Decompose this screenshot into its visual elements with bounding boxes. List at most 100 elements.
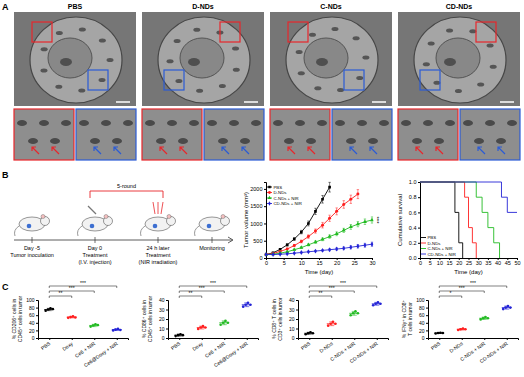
series-line	[266, 194, 358, 254]
zoom-image	[204, 109, 264, 160]
axis-line	[299, 339, 389, 341]
tick: 10	[437, 258, 443, 266]
scale-bar	[500, 101, 514, 103]
tick: PBS	[430, 338, 442, 351]
tick-label: 0	[32, 335, 35, 341]
tick-label: 0.2	[409, 240, 417, 246]
tick-mark	[484, 338, 485, 340]
tick-mark	[426, 315, 428, 316]
mitochondrion	[474, 138, 484, 144]
mouse	[78, 215, 113, 244]
error-bar	[335, 208, 337, 215]
tick-label: 2000	[250, 186, 262, 192]
bracket-label: 5-round	[117, 183, 136, 189]
zoom-image	[76, 109, 136, 160]
organelle	[174, 39, 181, 43]
tick: 35	[485, 258, 491, 266]
axis-title: % CD206⁺ cells inCD45⁺ cells in tumor	[11, 296, 23, 343]
mean-line	[67, 317, 77, 318]
tick-mark	[36, 315, 38, 316]
error-bar	[92, 324, 97, 326]
arrow	[242, 147, 249, 154]
tick: Ce6@Doxy + NIR	[213, 338, 249, 368]
zoom-image	[398, 109, 458, 160]
organelle	[99, 78, 106, 82]
error-bar	[314, 229, 316, 233]
arrow	[350, 147, 357, 154]
tick-label: 40	[289, 297, 295, 303]
error-bar	[350, 195, 352, 203]
axis-line	[418, 183, 421, 259]
legend: PBSD-NDsC-NDs + NIRCD-NDs + NIR	[421, 235, 456, 257]
tick-label: 500	[253, 238, 262, 244]
significance: *******	[439, 280, 507, 298]
data-point	[327, 324, 330, 327]
mouse-ear	[221, 215, 225, 219]
tick: 40	[159, 297, 168, 303]
organelle	[79, 28, 86, 32]
tick-label: PBS	[40, 340, 52, 351]
arrow	[370, 147, 377, 154]
significance-label: ***	[210, 280, 216, 286]
micrograph	[270, 12, 392, 106]
axis-line	[264, 183, 267, 259]
tick: 10	[289, 326, 298, 332]
tick-mark	[117, 338, 118, 340]
tick-mark	[439, 338, 440, 340]
tick-label: 40	[29, 320, 35, 326]
mouse	[141, 215, 176, 244]
tick-mark	[418, 182, 420, 183]
marker	[342, 246, 345, 251]
tick-mark	[296, 319, 298, 320]
mitochondrion	[423, 120, 433, 126]
organelle	[423, 62, 430, 66]
legend-line	[267, 192, 272, 193]
error-bar	[321, 222, 323, 228]
organelle	[487, 44, 494, 48]
tick-mark	[202, 338, 203, 340]
significance: ********	[179, 280, 247, 298]
tick: 20	[419, 328, 428, 334]
tick-mark	[418, 258, 420, 259]
legend-line	[267, 187, 272, 188]
legend-label: D-NDs	[274, 190, 287, 195]
marker	[321, 198, 324, 201]
tick-mark	[309, 338, 310, 340]
tick: 1500	[250, 203, 266, 209]
mitochondrion	[207, 120, 217, 126]
tick-label: 0	[259, 255, 262, 261]
tick-label: 0	[292, 335, 295, 341]
marker	[306, 243, 310, 246]
organelle	[233, 68, 240, 72]
schematic: Day -5Tumor inoculationDay 0Treatment(I.…	[10, 183, 233, 265]
tick-label: 45	[505, 260, 511, 266]
significance-label: ***	[199, 285, 205, 291]
tick-label: PBS	[170, 340, 182, 351]
significance-label: ***	[69, 285, 75, 291]
organelle	[362, 55, 369, 59]
mouse-tail	[141, 226, 146, 236]
mitochondrion	[145, 120, 155, 126]
legend-marker	[268, 196, 272, 199]
panel-label: A	[2, 2, 9, 12]
marker	[272, 252, 275, 257]
step-label: Day -5	[24, 245, 40, 251]
error-bar	[314, 208, 316, 214]
organelle	[353, 36, 360, 40]
marker	[364, 243, 367, 248]
tick-label: 100	[26, 297, 35, 303]
marker	[286, 244, 289, 247]
marker	[335, 231, 339, 234]
cell	[158, 17, 250, 103]
tick: 40	[289, 297, 298, 303]
marker	[356, 193, 359, 196]
mitochondrion	[178, 138, 188, 144]
legend-marker	[268, 201, 271, 206]
significance-label: *	[450, 290, 452, 296]
organelle	[469, 29, 476, 33]
mitochondrion	[28, 138, 38, 144]
tick-label: 15	[316, 260, 322, 266]
marker	[314, 210, 317, 213]
axis: PBSD-NDsC-NDs + NIRCD-NDs + NIR	[429, 338, 519, 364]
axis-line	[169, 339, 259, 341]
